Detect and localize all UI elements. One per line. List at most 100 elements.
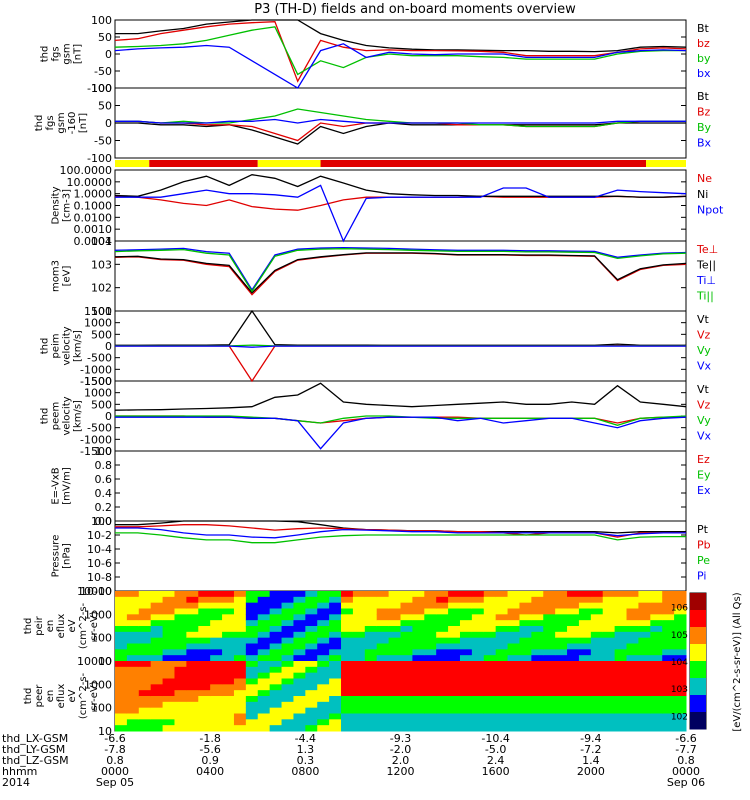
- spectrogram-cell: [412, 631, 425, 639]
- spectrogram-cell: [519, 719, 532, 726]
- spectrogram-cell: [138, 591, 152, 598]
- spectrogram-cell: [578, 725, 592, 732]
- spectrogram-cell: [162, 713, 175, 720]
- spectrogram-cell: [543, 690, 556, 697]
- spectrogram-cell: [233, 713, 247, 720]
- spectrogram-cell: [150, 649, 164, 656]
- spectrogram-cell: [115, 719, 128, 726]
- spectrogram-cell: [459, 614, 473, 621]
- spectrogram-cell: [329, 707, 342, 714]
- spectrogram-cell: [626, 725, 639, 732]
- spectrogram-cell: [293, 596, 306, 604]
- spectrogram-cell: [519, 707, 532, 714]
- spectrogram-cell: [638, 596, 651, 604]
- spectrogram-cell: [448, 608, 461, 615]
- spectrogram-cell: [543, 719, 556, 726]
- spectrogram-cell: [543, 661, 556, 668]
- spectrogram-cell: [638, 649, 651, 656]
- spectrogram-cell: [317, 655, 330, 662]
- x-axis-value: Sep 05: [96, 776, 134, 789]
- spectrogram-cell: [495, 614, 509, 621]
- spectrogram-cell: [317, 631, 330, 639]
- spectrogram-cell: [162, 684, 175, 691]
- spectrogram-cell: [138, 690, 152, 697]
- spectrogram-cell: [329, 602, 342, 609]
- spectrogram-cell: [650, 637, 663, 644]
- y-tick-label: -100: [87, 152, 112, 165]
- spectrogram-cell: [257, 690, 271, 697]
- spectrogram-cell: [650, 666, 663, 674]
- y-axis-label-line: sr-eV): [89, 611, 100, 640]
- y-tick-label: 10-6: [87, 557, 112, 570]
- spectrogram-cell: [210, 696, 223, 703]
- spectrogram-cell: [400, 614, 413, 621]
- spectrogram-cell: [305, 684, 318, 691]
- spectrogram-cell: [400, 655, 413, 662]
- spectrogram-cell: [269, 626, 283, 633]
- legend-Ti⊥: Ti⊥: [696, 274, 716, 287]
- spectrogram-cell: [507, 631, 520, 639]
- spectrogram-cell: [222, 626, 235, 633]
- spectrogram-cell: [590, 684, 604, 691]
- y-tick-label: 10: [98, 655, 112, 668]
- spectrogram-cell: [400, 725, 413, 732]
- spectrogram-cell: [662, 713, 675, 720]
- y-tick-label: 10: [98, 725, 112, 738]
- spectrogram-cell: [222, 701, 235, 709]
- spectrogram-cell: [162, 719, 175, 726]
- spectrogram-cell: [269, 666, 283, 674]
- spectrogram-cell: [222, 707, 235, 714]
- spectrogram-cell: [126, 631, 140, 639]
- spectrogram-cell: [245, 690, 259, 697]
- spectrogram-cell: [162, 701, 175, 709]
- spectrogram-cell: [400, 666, 413, 674]
- spectrogram-cell: [471, 713, 485, 720]
- spectrogram-cell: [115, 672, 128, 679]
- spectrogram-cell: [555, 614, 568, 621]
- spectrogram-cell: [257, 649, 271, 656]
- y-tick-label: 0.6: [95, 473, 113, 486]
- spectrogram-cell: [198, 626, 211, 633]
- spectrogram-cell: [400, 643, 413, 650]
- spectrogram-cell: [269, 684, 283, 691]
- spectrogram-cell: [257, 602, 271, 609]
- spectrogram-cell: [448, 661, 461, 668]
- spectrogram-cell: [590, 596, 604, 604]
- spectrogram-cell: [650, 596, 663, 604]
- spectrogram-cell: [222, 631, 235, 639]
- spectrogram-cell: [341, 614, 354, 621]
- spectrogram-cell: [424, 678, 437, 685]
- region-bar-segment: [149, 160, 258, 167]
- spectrogram-cell: [602, 655, 616, 662]
- spectrogram-cell: [483, 649, 497, 656]
- spectrogram-cell: [471, 672, 485, 679]
- spectrogram-cell: [245, 701, 259, 709]
- series-line-density-Ni: [114, 174, 687, 198]
- y-tick-label: 10000: [77, 655, 112, 668]
- spectrogram-cell: [483, 719, 497, 726]
- spectrogram-cell: [483, 596, 497, 604]
- spectrogram-cell: [210, 690, 223, 697]
- spectrogram-cell: [412, 666, 425, 674]
- spectrogram-cell: [650, 690, 663, 697]
- y-tick-label: 100: [91, 515, 112, 528]
- series-line-peim-vel-Vz: [115, 344, 686, 383]
- spectrogram-cell: [638, 602, 651, 609]
- spectrogram-cell: [424, 596, 437, 604]
- legend-Te⊥: Te⊥: [696, 243, 718, 256]
- y-tick-label: -500: [87, 422, 112, 435]
- spectrogram-cell: [198, 649, 211, 656]
- spectrogram-cell: [222, 666, 235, 674]
- spectrogram-cell: [531, 707, 544, 714]
- x-axis-value: -6.6: [675, 732, 696, 745]
- spectrogram-cell: [162, 626, 175, 633]
- spectrogram-cell: [614, 672, 628, 679]
- legend-Vz: Vz: [697, 399, 711, 412]
- spectrogram-cell: [376, 591, 390, 598]
- x-axis-value: 0000: [101, 765, 129, 778]
- spectrogram-cell: [424, 591, 437, 598]
- spectrogram-cell: [364, 690, 378, 697]
- spectrogram-cell: [150, 696, 164, 703]
- spectrogram-cell: [162, 602, 175, 609]
- spectrogram-cell: [269, 643, 283, 650]
